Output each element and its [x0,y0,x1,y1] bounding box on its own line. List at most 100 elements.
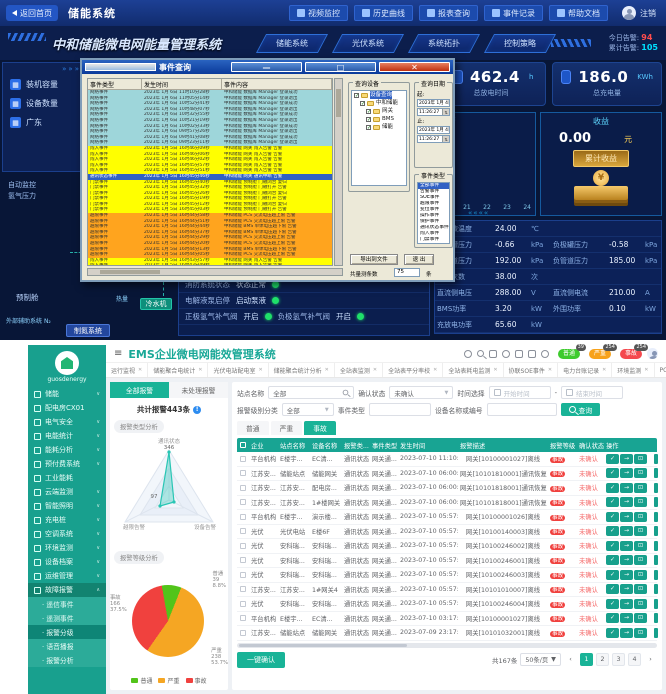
scada-tab-3[interactable]: 控制策略 [483,33,557,53]
tab-unhandled-alarms[interactable]: 未处理报警 [169,382,228,399]
sidebar-item-10[interactable]: 空调系统 ∨ [28,527,106,541]
event-row[interactable]: 网络事件 2023年 1月 6日 10时32分55秒 中和储能 数据库 Manage… [88,112,332,118]
info-icon[interactable]: ! [193,405,202,414]
confirm-action-button[interactable]: ✓ [606,511,619,522]
event-row[interactable]: 越限事件 2023年 1月 5日 16时44分13秒 中和储能 BMS 单体电压越下… [88,246,332,253]
open-tab-10[interactable]: PCS✕ [655,363,666,377]
event-row[interactable]: 网络事件 2023年 1月 6日 09时41分08秒 中和储能 数据库 Manage… [88,134,332,141]
tree-node[interactable]: ✓ 中和储能 [352,99,406,107]
confirm-action-button[interactable]: ✓ [606,497,619,508]
event-row[interactable]: 闯入事件 2023年 1月 5日 16时46分02秒 中和储能 网关 闯入告警 告警 [88,157,332,163]
sidebar-item-9[interactable]: 充电桩 ∨ [28,513,106,527]
back-home-button[interactable]: 返回首页 [6,5,58,21]
level-tab-2[interactable]: 事故 [304,421,336,435]
table-row[interactable]: 光伏 安科瑞... 安科瑞... 通讯状态 网关通... 2023-07-10 05:57… [237,539,658,554]
event-row[interactable]: 门禁事件 2023年 1月 5日 16时45分19秒 中和储能 预制舱 门磁打开 告… [88,196,332,202]
close-tab-icon[interactable]: ✕ [602,367,607,373]
event-row[interactable]: 越限事件 2023年 1月 5日 16时44分29秒 中和储能 PCS 交流电压越上… [88,235,332,242]
event-row[interactable]: 门禁事件 2023年 1月 5日 16时45分26秒 中和储能 预制舱 门磁闭合 复… [88,190,332,197]
row-checkbox[interactable] [240,528,246,535]
event-row[interactable]: 网络事件 2023年 1月 6日 10时52分41秒 中和储能 数据库 Manage… [88,101,332,107]
sidebar-item-0[interactable]: ▦ 装机容量 [3,75,87,94]
event-row[interactable]: 越限事件 2023年 1月 5日 16时44分44秒 中和储能 BMS 单体电压越下… [88,224,332,230]
alarm-pill-0[interactable]: 普通 39 [557,343,586,359]
flow-box-nitrogen[interactable]: 制氮系统 [66,324,110,337]
topbar-button-0[interactable]: 视频监控 [289,5,348,21]
table-row[interactable]: 平台机构 E楼宇... EC清... 通讯状态 网关通... 2023-07-10 11:… [237,452,658,467]
topbar-button-1[interactable]: 历史曲线 [354,5,413,21]
search-icon[interactable] [476,350,484,357]
event-row[interactable]: 门禁事件 2023年 1月 5日 16时45分32秒 中和储能 预制舱 门磁打开 告… [88,185,332,191]
event-row[interactable]: 网络事件 2023年 1月 6日 10时02分33秒 中和储能 数据库 Manage… [88,123,332,130]
event-row[interactable]: 越限事件 2023年 1月 5日 16时44分05秒 中和储能 PCS 交流电压越上… [88,252,332,258]
forward-action-button[interactable]: → [620,584,633,595]
refresh-icon[interactable] [501,349,510,358]
row-checkbox[interactable] [240,542,246,549]
tree-node[interactable]: ✓ 网关 [352,107,406,115]
forward-action-button[interactable]: → [620,540,633,551]
open-tab-0[interactable]: 运行监视 ✕ [106,363,149,377]
vertical-scrollbar[interactable] [334,78,343,266]
row-checkbox[interactable] [240,557,246,564]
clipped-action-button[interactable] [654,526,658,537]
confirm-action-button[interactable]: ✓ [606,584,619,595]
checkbox-icon[interactable]: ✓ [360,100,366,107]
query-button[interactable]: 查询 [560,403,601,416]
minimize-button[interactable]: — [231,62,302,72]
clipped-action-button[interactable] [654,598,658,609]
close-tab-icon[interactable]: ✕ [372,367,378,373]
start-date-select[interactable]: 2023年 1月 4日▼ [417,99,450,107]
row-checkbox[interactable] [240,470,246,477]
sidebar-item-1[interactable]: ▦ 设备数量 [3,94,87,113]
submenu-item[interactable]: · 报警分级 [28,625,106,639]
tree-node[interactable]: ✓ 设备查询 [352,91,406,99]
confirm-action-button[interactable]: ✓ [606,453,619,464]
site-input[interactable]: 全部 [268,386,355,399]
row-checkbox[interactable] [240,586,246,593]
sidebar-item-5[interactable]: 预付费系统 ∨ [28,457,106,471]
row-checkbox[interactable] [240,615,246,622]
cumulative-income-badge[interactable]: 累计收益 [573,150,629,167]
event-type-input[interactable] [368,403,431,416]
alarm-pill-2[interactable]: 事故 254 [619,343,648,359]
clipped-action-button[interactable] [654,540,658,551]
clipped-action-button[interactable] [654,468,658,479]
video-action-button[interactable]: ⊡ [634,613,647,624]
event-type-option[interactable]: 门禁事件 [420,237,440,242]
open-tab-9[interactable]: 环境监测 ✕ [612,363,655,377]
forward-action-button[interactable]: → [620,613,633,624]
tree-node[interactable]: ✓ BMS [352,115,406,123]
event-type-option[interactable]: SOE事件 [420,195,440,200]
open-tab-6[interactable]: 全站表耗电监测 ✕ [443,363,504,377]
close-tab-icon[interactable]: ✕ [138,367,143,373]
event-row[interactable]: 通讯状态事件 2023年 1月 5日 16时45分46秒 中和储能 网关 通讯中断 … [88,173,332,180]
sidebar-item-2[interactable]: 电气安全 ∨ [28,415,106,429]
sidebar-item-0[interactable]: 储能 ∨ [28,387,106,401]
sidebar-item-2[interactable]: ▦ 广东 [3,113,87,132]
table-row[interactable]: 光伏 安科瑞... 安科瑞... 通讯状态 网关通... 2023-07-10 05:57… [237,568,658,583]
fullscreen-icon[interactable] [514,349,523,358]
confirm-all-button[interactable]: 一键确认 [237,651,285,668]
event-row[interactable]: 网络事件 2023年 1月 6日 11时10分28秒 中和储能 数据库 Manage… [88,90,332,96]
forward-action-button[interactable]: → [620,453,633,464]
grid-icon[interactable] [527,349,536,358]
forward-action-button[interactable]: → [620,555,633,566]
open-tab-3[interactable]: 储能聚合统计分析 ✕ [269,363,335,377]
sidebar-item-7[interactable]: 云端监测 ∨ [28,485,106,499]
topbar-button-3[interactable]: 事件记录 [484,5,543,21]
event-row[interactable]: 网络事件 2023年 1月 6日 09时57分26秒 中和储能 数据库 Manage… [88,129,332,135]
gear-icon[interactable] [463,349,472,358]
open-tab-4[interactable]: 全站表监测 ✕ [335,363,384,377]
logout-button[interactable]: 注销 [622,6,660,20]
level-select[interactable]: 全部 ▼ [281,403,334,416]
user-avatar[interactable] [647,348,658,359]
clipped-action-button[interactable] [654,555,658,566]
tab-all-alarms[interactable]: 全部报警 [110,382,169,399]
event-row[interactable]: 闯入事件 2023年 1月 5日 16时43分57秒 中和储能 网关 闯入告警 告警 [88,257,332,264]
table-row[interactable]: 平台机构 E楼宇... 演示楼... 通讯状态 网关通... 2023-07-10 05:… [237,510,658,525]
forward-action-button[interactable]: → [620,482,633,493]
clipped-action-button[interactable] [654,453,658,464]
window-titlebar[interactable]: 事件查询 — □ ✕ [82,60,453,74]
video-action-button[interactable]: ⊡ [634,453,647,464]
